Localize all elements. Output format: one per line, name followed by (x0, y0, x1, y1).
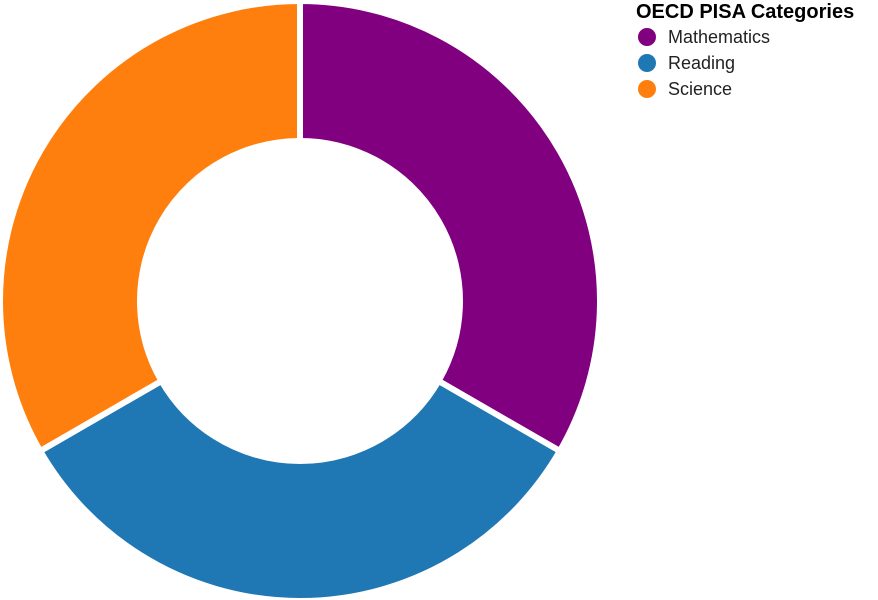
slice-science[interactable] (0, 0, 303, 454)
legend-swatch-icon (638, 28, 656, 46)
legend-label: Reading (668, 52, 736, 73)
donut-slices (0, 0, 603, 600)
legend-items: Mathematics Reading Science (636, 24, 876, 102)
slice-reading[interactable] (37, 378, 563, 600)
legend-swatch-icon (638, 80, 656, 98)
legend-item-reading[interactable]: Reading (638, 50, 876, 76)
legend-label: Mathematics (668, 26, 771, 47)
legend-item-mathematics[interactable]: Mathematics (638, 24, 876, 50)
slice-mathematics[interactable] (297, 0, 603, 454)
legend: OECD PISA Categories Mathematics Reading S… (636, 0, 876, 102)
legend-label: Science (668, 78, 733, 99)
legend-title: OECD PISA Categories (636, 1, 855, 23)
legend-swatch-icon (638, 54, 656, 72)
legend-item-science[interactable]: Science (638, 76, 876, 102)
